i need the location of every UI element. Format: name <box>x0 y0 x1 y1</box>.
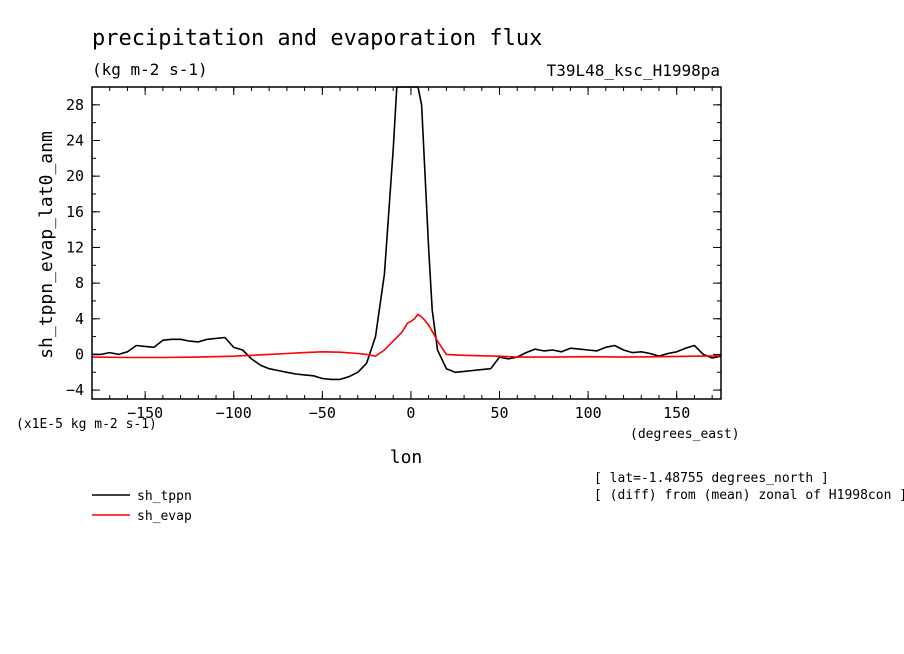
y-tick-label: −4 <box>66 381 84 399</box>
y-tick-label: 20 <box>66 167 84 185</box>
x-tick-label: 150 <box>663 404 690 422</box>
plot-frame <box>91 86 722 400</box>
chart-subtitle: (kg m-2 s-1) <box>92 60 208 79</box>
x-tick-label: 0 <box>406 404 415 422</box>
series-line-sh-evap <box>92 313 721 359</box>
y-tick-label: 24 <box>66 131 84 149</box>
y-tick-label: 4 <box>75 310 84 328</box>
series-line-sh-tppn <box>92 86 721 381</box>
y-unit-label: (x1E-5 kg m-2 s-1) <box>16 417 157 432</box>
x-tick-label: 100 <box>575 404 602 422</box>
x-axis-label: lon <box>390 447 423 468</box>
note-diff: [ (diff) from (mean) zonal of H1998con ] <box>594 488 904 503</box>
y-tick-label: 28 <box>66 96 84 114</box>
y-tick-label: 12 <box>66 238 84 256</box>
x-tick-label: −100 <box>216 404 252 422</box>
note-lat: [ lat=-1.48755 degrees_north ] <box>594 471 829 486</box>
x-tick-label: 50 <box>490 404 508 422</box>
y-tick-label: 16 <box>66 203 84 221</box>
chart-title: precipitation and evaporation flux <box>92 26 542 51</box>
legend-label-sh-evap: sh_evap <box>137 509 192 524</box>
x-tick-label: −50 <box>309 404 336 422</box>
legend-label-sh-tppn: sh_tppn <box>137 489 192 504</box>
x-unit-label: (degrees_east) <box>630 427 740 442</box>
y-tick-label: 8 <box>75 274 84 292</box>
y-axis-label: sh_tppn_evap_lat0_anm <box>36 131 57 359</box>
x-tick-label: −150 <box>127 404 163 422</box>
run-label: T39L48_ksc_H1998pa <box>547 61 720 80</box>
y-tick-label: 0 <box>75 345 84 363</box>
